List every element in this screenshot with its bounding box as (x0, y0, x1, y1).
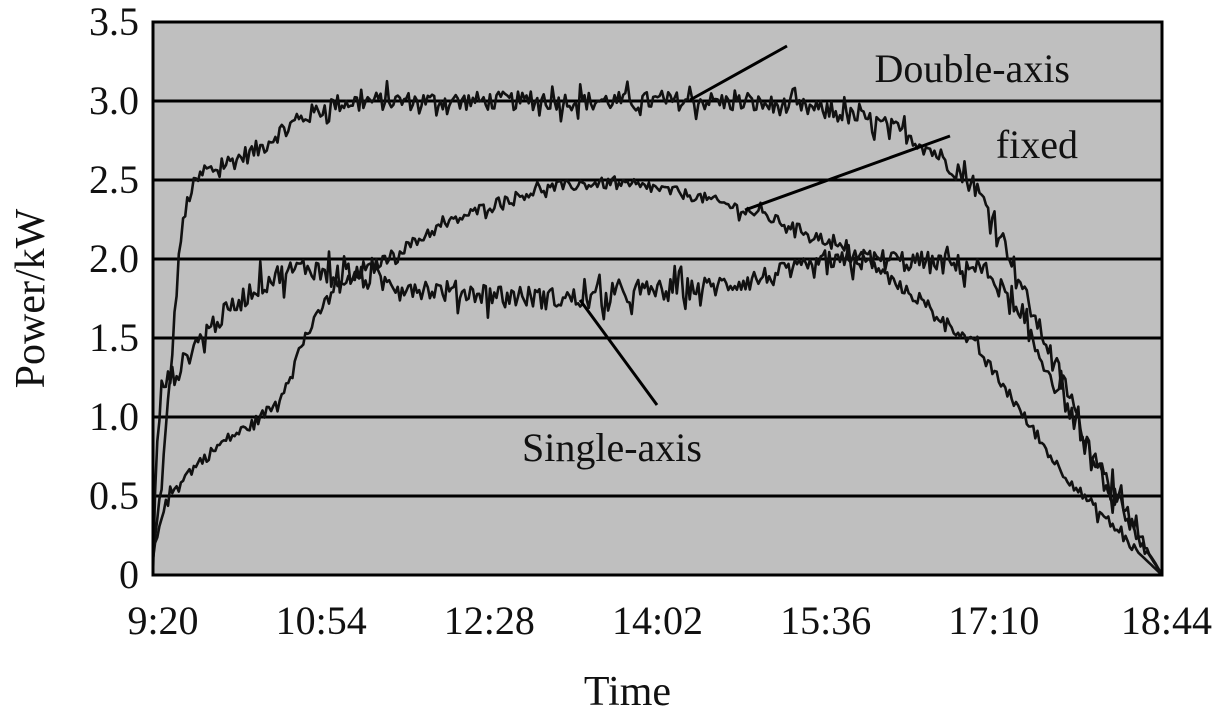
x-tick-label: 17:10 (948, 598, 1039, 643)
x-tick-label: 18:44 (1121, 598, 1212, 643)
annotation-leaders (578, 44, 951, 406)
series-line-double-axis (151, 79, 1162, 573)
x-tick-label: 10:54 (276, 598, 367, 643)
x-tick-label: 14:02 (612, 598, 703, 643)
plot-frame (151, 20, 1164, 577)
annotation-label: fixed (996, 122, 1078, 167)
x-tick-label: 15:36 (780, 598, 871, 643)
series-lines (151, 79, 1162, 577)
leader-line (744, 134, 951, 212)
y-axis-ticks: 0 0.5 1.0 1.5 2.0 2.5 3.0 3.5 (89, 0, 139, 597)
leader-line (578, 299, 659, 406)
y-tick-label: 2.5 (89, 157, 139, 202)
plot-background (153, 22, 1162, 575)
y-axis-title: Power/kW (8, 208, 54, 388)
annotation-label: Single-axis (522, 425, 702, 470)
y-tick-label: 2.0 (89, 236, 139, 281)
annotations: Double-axis fixed Single-axis (522, 46, 1078, 470)
series-line-fixed (151, 175, 1162, 575)
grid-lines (153, 99, 1162, 498)
y-tick-label: 1.0 (89, 394, 139, 439)
x-axis-title: Time (584, 669, 671, 715)
y-tick-label: 0.5 (89, 473, 139, 518)
y-tick-label: 1.5 (89, 315, 139, 360)
y-tick-label: 0 (119, 552, 139, 597)
leader-line (689, 44, 788, 102)
x-tick-label: 12:28 (444, 598, 535, 643)
y-tick-label: 3.5 (89, 0, 139, 44)
x-tick-label: 9:20 (127, 598, 198, 643)
x-axis-ticks: 9:20 10:54 12:28 14:02 15:36 17:10 18:44 (127, 598, 1212, 643)
y-tick-label: 3.0 (89, 78, 139, 123)
series-line-single-axis (151, 243, 1162, 577)
annotation-label: Double-axis (874, 46, 1070, 91)
